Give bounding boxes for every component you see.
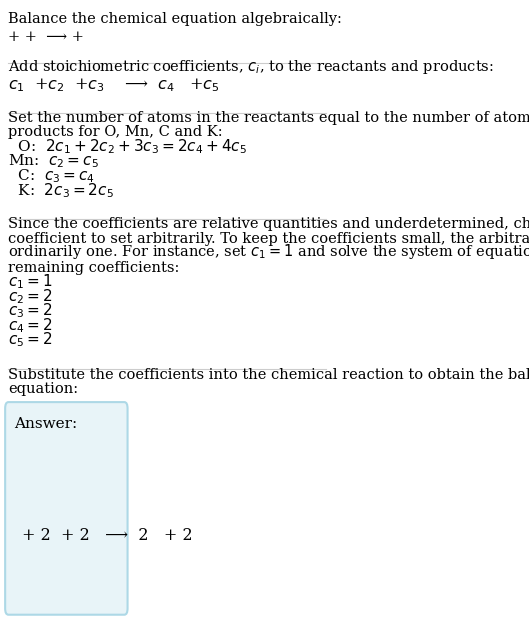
Text: $c_1=1$: $c_1=1$ (8, 273, 53, 291)
Text: Substitute the coefficients into the chemical reaction to obtain the balanced: Substitute the coefficients into the che… (8, 368, 529, 382)
Text: $c_2=2$: $c_2=2$ (8, 287, 53, 305)
Text: $c_1$  +$c_2$  +$c_3$    ⟶  $c_4$   +$c_5$: $c_1$ +$c_2$ +$c_3$ ⟶ $c_4$ +$c_5$ (8, 77, 220, 95)
Text: + 2  + 2   ⟶  2   + 2: + 2 + 2 ⟶ 2 + 2 (22, 527, 193, 543)
Text: Answer:: Answer: (14, 417, 77, 431)
Text: remaining coefficients:: remaining coefficients: (8, 261, 180, 275)
Text: Balance the chemical equation algebraically:: Balance the chemical equation algebraica… (8, 12, 342, 26)
Text: O:  $2c_1+2c_2+3c_3=2c_4+4c_5$: O: $2c_1+2c_2+3c_3=2c_4+4c_5$ (8, 137, 248, 156)
Text: products for O, Mn, C and K:: products for O, Mn, C and K: (8, 125, 223, 140)
Text: Since the coefficients are relative quantities and underdetermined, choose a: Since the coefficients are relative quan… (8, 217, 529, 231)
Text: equation:: equation: (8, 383, 78, 396)
Text: coefficient to set arbitrarily. To keep the coefficients small, the arbitrary va: coefficient to set arbitrarily. To keep … (8, 232, 529, 246)
Text: $c_3=2$: $c_3=2$ (8, 302, 53, 320)
Text: $c_5=2$: $c_5=2$ (8, 331, 53, 349)
Text: Set the number of atoms in the reactants equal to the number of atoms in the: Set the number of atoms in the reactants… (8, 111, 529, 125)
Text: + +  ⟶ +: + + ⟶ + (8, 30, 84, 44)
FancyBboxPatch shape (5, 402, 127, 615)
Text: C:  $c_3=c_4$: C: $c_3=c_4$ (8, 167, 95, 185)
Text: $c_4=2$: $c_4=2$ (8, 316, 53, 335)
Text: Add stoichiometric coefficients, $c_i$, to the reactants and products:: Add stoichiometric coefficients, $c_i$, … (8, 58, 494, 76)
Text: ordinarily one. For instance, set $c_1=1$ and solve the system of equations for : ordinarily one. For instance, set $c_1=1… (8, 242, 529, 260)
Text: Mn:  $c_2=c_5$: Mn: $c_2=c_5$ (8, 153, 99, 170)
Text: K:  $2c_3=2c_5$: K: $2c_3=2c_5$ (8, 181, 114, 199)
